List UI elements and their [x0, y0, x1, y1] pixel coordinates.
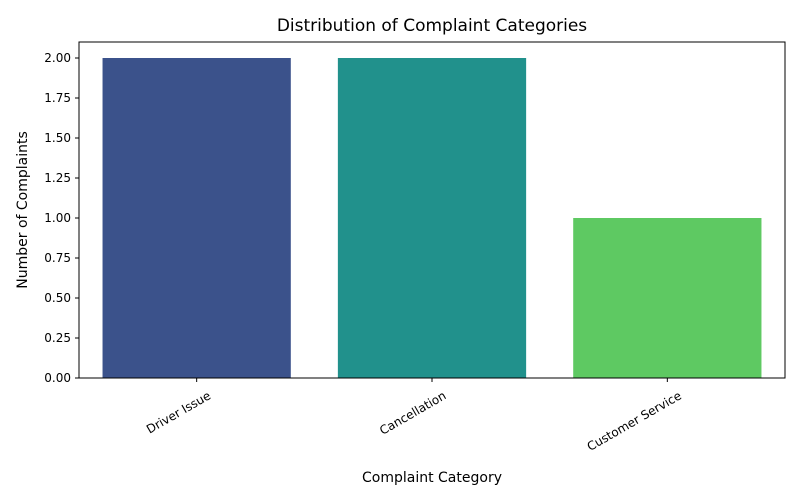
- chart-title: Distribution of Complaint Categories: [277, 16, 587, 36]
- y-tick-label: 0.00: [44, 371, 71, 385]
- y-tick-label: 1.00: [44, 211, 71, 225]
- y-axis: 0.00 0.25 0.50 0.75 1.00 1.25 1.50 1.75 2.00: [44, 51, 79, 385]
- x-axis-label: Complaint Category: [362, 470, 502, 486]
- x-axis: Driver Issue Cancellation Customer Service: [144, 378, 684, 454]
- bar-driver-issue: [102, 58, 291, 378]
- bars-group: [102, 58, 762, 378]
- y-tick-label: 0.25: [44, 331, 71, 345]
- y-tick-label: 1.50: [44, 131, 71, 145]
- plot-frame: [78, 41, 786, 379]
- bar-cancellation: [337, 58, 527, 378]
- y-tick-label: 0.75: [44, 251, 71, 265]
- bar-customer-service: [573, 218, 762, 378]
- y-tick-label: 2.00: [44, 51, 71, 65]
- y-tick-label: 0.50: [44, 291, 71, 305]
- y-axis-label: Number of Complaints: [15, 131, 31, 289]
- y-tick-label: 1.75: [44, 91, 71, 105]
- y-tick-label: 1.25: [44, 171, 71, 185]
- x-tick-label: Driver Issue: [144, 388, 213, 436]
- x-tick-label: Cancellation: [377, 388, 448, 437]
- x-tick-label: Customer Service: [585, 388, 684, 453]
